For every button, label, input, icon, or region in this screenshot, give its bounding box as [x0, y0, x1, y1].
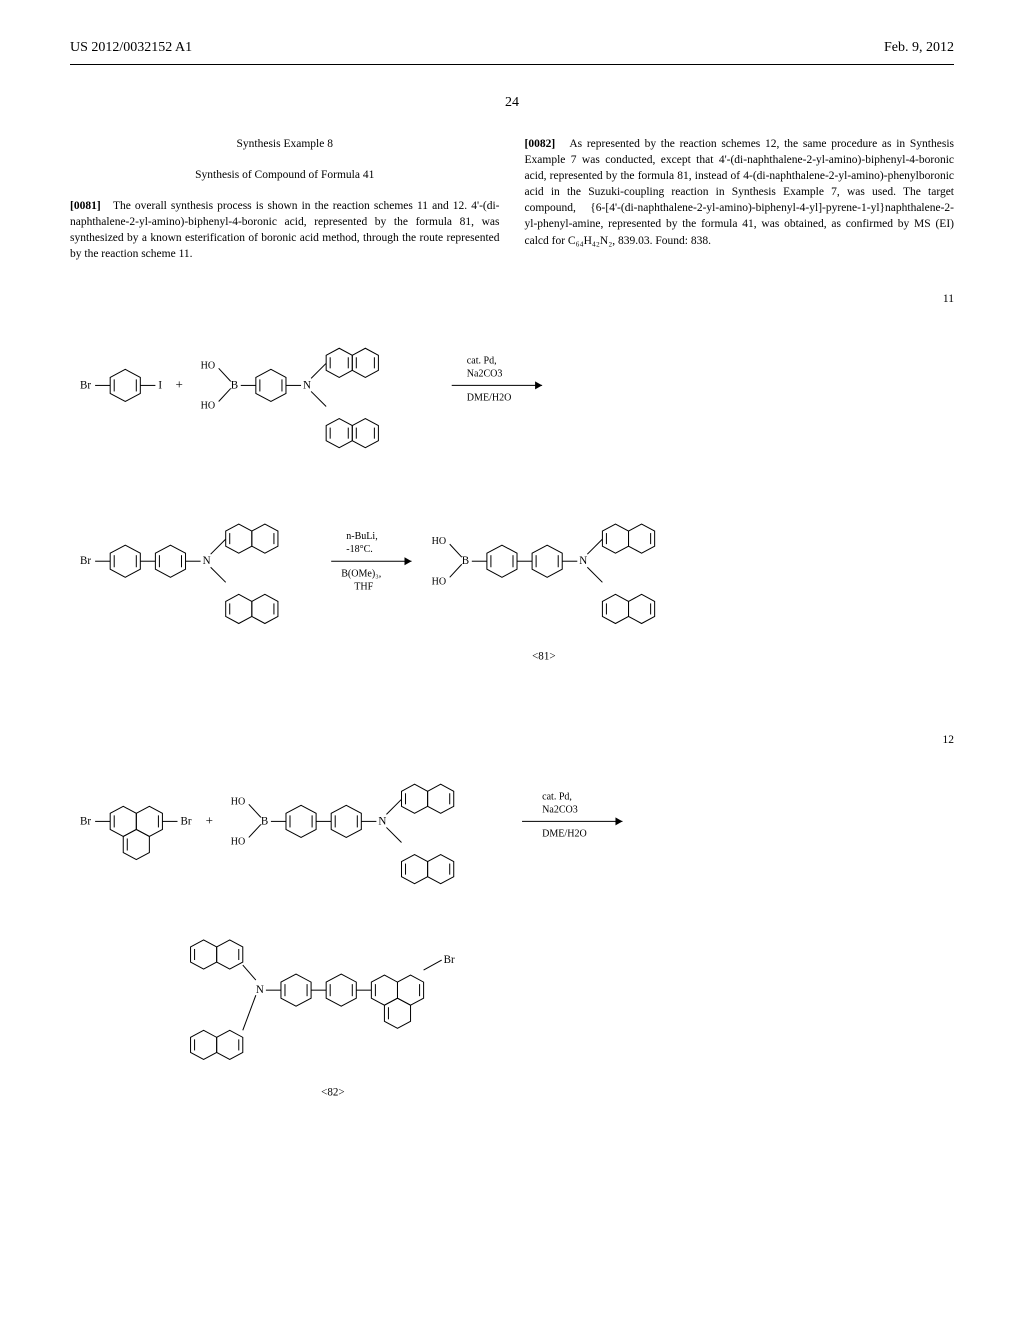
scheme-11-number: 11	[943, 293, 954, 305]
br-label-4: Br	[181, 816, 192, 828]
br-label: Br	[80, 379, 91, 391]
header-left: US 2012/0032152 A1	[70, 40, 192, 56]
reagent-3-top: cat. Pd,	[542, 792, 572, 803]
b-label-3: B	[261, 816, 268, 828]
scheme-12-diagram: Br Br + HO B HO N	[70, 734, 954, 1116]
page-header: US 2012/0032152 A1 Feb. 9, 2012	[70, 40, 954, 56]
ho-label-2: HO	[201, 400, 216, 411]
example-subtitle: Synthesis of Compound of Formula 41	[70, 167, 500, 183]
svg-text:+: +	[206, 813, 213, 828]
n-label-3: N	[579, 555, 587, 567]
paragraph-82: [0082] As represented by the reaction sc…	[525, 136, 955, 249]
b-label-1: B	[231, 379, 238, 391]
i-label: I	[158, 379, 162, 391]
br-label-5: Br	[444, 955, 455, 967]
para-text-82: As represented by the reaction schemes 1…	[525, 138, 955, 247]
header-right: Feb. 9, 2012	[884, 40, 954, 56]
ho-label-1: HO	[201, 360, 216, 371]
paragraph-81: [0081] The overall synthesis process is …	[70, 198, 500, 262]
header-divider	[70, 64, 954, 65]
scheme-12-container: 12 Br Br + HO B HO	[70, 734, 954, 1116]
scheme-11-container: 11 Br I + HO B HO N	[70, 293, 954, 715]
b-label-2: B	[462, 555, 469, 567]
reagent-2-bot2: THF	[354, 581, 373, 592]
reagent-2-mid: -18°C.	[346, 544, 373, 555]
n-label-4: N	[378, 816, 386, 828]
reagent-1-mid: Na2CO3	[467, 368, 503, 379]
ho-label-5: HO	[231, 797, 246, 808]
reagent-3-mid: Na2CO3	[542, 805, 578, 816]
n-label-1: N	[303, 379, 311, 391]
reagent-2-top: n-BuLi,	[346, 531, 377, 542]
example-title: Synthesis Example 8	[70, 136, 500, 152]
scheme-11-diagram: Br I + HO B HO N	[70, 293, 954, 715]
ho-label-6: HO	[231, 837, 246, 848]
scheme12-label: <82>	[321, 1087, 344, 1099]
br-label-2: Br	[80, 555, 91, 567]
reagent-2-bot1: B(OMe)₃,	[341, 568, 381, 579]
n-label-2: N	[203, 555, 211, 567]
scheme-12-number: 12	[943, 734, 955, 746]
reagent-3-bot: DME/H2O	[542, 829, 587, 840]
scheme11-label: <81>	[532, 650, 555, 662]
right-column: [0082] As represented by the reaction sc…	[525, 136, 955, 263]
n-label-5: N	[256, 985, 264, 997]
reagent-1-bot: DME/H2O	[467, 392, 512, 403]
para-num-82: [0082]	[525, 138, 556, 150]
svg-text:+: +	[175, 376, 182, 391]
para-text-81: The overall synthesis process is shown i…	[70, 200, 500, 260]
reagent-1-top: cat. Pd,	[467, 355, 497, 366]
text-columns: Synthesis Example 8 Synthesis of Compoun…	[70, 136, 954, 263]
left-column: Synthesis Example 8 Synthesis of Compoun…	[70, 136, 500, 263]
para-num-81: [0081]	[70, 200, 101, 212]
page-number: 24	[70, 95, 954, 111]
ho-label-4: HO	[432, 576, 447, 587]
br-label-3: Br	[80, 816, 91, 828]
ho-label-3: HO	[432, 536, 447, 547]
